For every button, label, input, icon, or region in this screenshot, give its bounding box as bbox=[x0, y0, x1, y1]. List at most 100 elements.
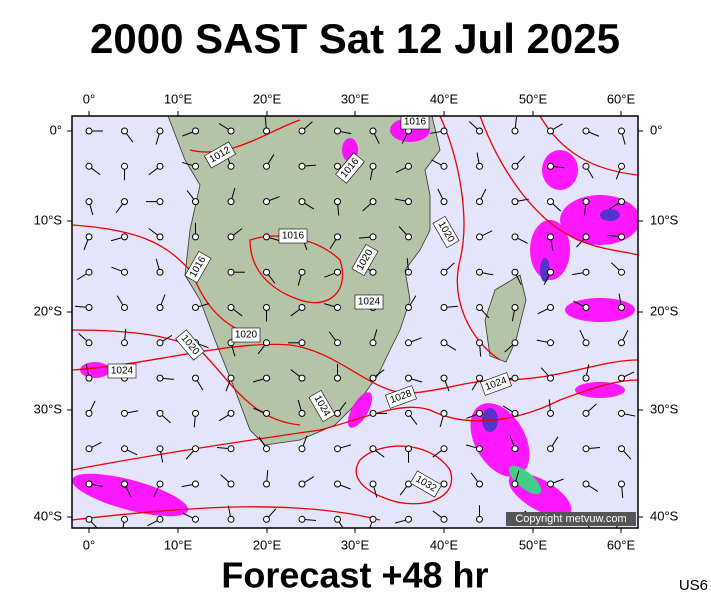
barb-station bbox=[547, 233, 554, 241]
barb-station bbox=[85, 198, 93, 206]
barb-station bbox=[121, 480, 128, 488]
barb-station bbox=[227, 233, 235, 241]
isobars bbox=[72, 116, 638, 521]
barb-station bbox=[156, 268, 164, 276]
isobar-label: 1020 bbox=[231, 327, 261, 343]
barb-station bbox=[405, 268, 412, 276]
barb-station bbox=[582, 233, 590, 241]
lon-label-bottom: 0° bbox=[83, 537, 95, 552]
barb-station bbox=[582, 198, 590, 206]
barb-station bbox=[511, 198, 519, 206]
lat-label-right: 20°S bbox=[650, 303, 679, 318]
barb-station bbox=[618, 233, 625, 241]
barb-station bbox=[263, 445, 270, 453]
barb-station bbox=[618, 445, 625, 453]
barb-station bbox=[121, 339, 128, 347]
barb-station bbox=[334, 268, 341, 276]
barb-station bbox=[476, 198, 483, 206]
barb-station bbox=[476, 233, 483, 241]
barb-station bbox=[547, 162, 554, 170]
isobar-label-box bbox=[335, 152, 365, 184]
barb-station bbox=[440, 304, 448, 311]
barb-station bbox=[582, 268, 590, 276]
isobar-label-box bbox=[203, 141, 237, 169]
barb-station bbox=[298, 409, 306, 417]
barb-station bbox=[582, 374, 590, 382]
isobar-label: 1024 bbox=[354, 294, 384, 310]
barb-station bbox=[440, 480, 448, 488]
barb-station bbox=[405, 374, 412, 382]
barb-station bbox=[192, 480, 199, 488]
barb-station bbox=[156, 480, 164, 488]
barb-station bbox=[192, 162, 199, 170]
barb-station bbox=[121, 162, 128, 170]
barb-station bbox=[405, 480, 412, 488]
isobar-label-box bbox=[231, 327, 261, 343]
barb-station bbox=[298, 515, 306, 523]
barb-station bbox=[334, 374, 341, 382]
barb-station bbox=[618, 127, 625, 135]
barb-station bbox=[85, 162, 93, 170]
barb-station bbox=[85, 480, 93, 488]
barb-station bbox=[511, 374, 519, 382]
barb-station bbox=[298, 339, 306, 347]
barb-station bbox=[192, 233, 199, 241]
barb-station bbox=[156, 374, 164, 382]
barb-station bbox=[369, 127, 377, 135]
barb-station bbox=[405, 409, 412, 417]
barb-station bbox=[511, 162, 519, 170]
barb-station bbox=[511, 233, 519, 241]
barb-station bbox=[85, 268, 93, 276]
barb-station bbox=[263, 374, 270, 382]
barb-station bbox=[369, 339, 377, 347]
barb-station bbox=[547, 127, 554, 135]
barb-station bbox=[334, 409, 341, 417]
lon-label-top: 10°E bbox=[164, 91, 193, 106]
barb-station bbox=[334, 304, 341, 311]
barb-station bbox=[440, 445, 448, 453]
barb-station bbox=[192, 198, 199, 206]
barb-station bbox=[334, 127, 341, 135]
barb-station bbox=[121, 515, 128, 523]
barb-station bbox=[476, 445, 483, 453]
isobar-label-text: 1016 bbox=[404, 117, 427, 128]
barb-station bbox=[582, 480, 590, 488]
barb-station bbox=[547, 304, 554, 311]
barb-station bbox=[369, 198, 377, 206]
isobar-label: 1016 bbox=[400, 116, 430, 130]
barb-station bbox=[156, 304, 164, 311]
barb-station bbox=[85, 409, 93, 417]
barb-station bbox=[263, 233, 270, 241]
barb-station bbox=[334, 515, 341, 523]
lon-label-top: 30°E bbox=[341, 91, 370, 106]
barb-station bbox=[298, 304, 306, 311]
isobar-label-text: 1024 bbox=[358, 297, 381, 308]
barb-station bbox=[227, 374, 235, 382]
barb-station bbox=[156, 515, 164, 523]
barb-station bbox=[369, 268, 377, 276]
barb-station bbox=[405, 304, 412, 311]
barb-station bbox=[618, 374, 625, 382]
isobar-label-box bbox=[432, 215, 460, 249]
barb-station bbox=[440, 374, 448, 382]
copyright: Copyright metvuw.com bbox=[515, 513, 626, 525]
barb-station bbox=[156, 445, 164, 453]
barb-station bbox=[192, 409, 199, 417]
barb-station bbox=[511, 445, 519, 453]
isobar-label: 1024 bbox=[107, 363, 137, 379]
barb-station bbox=[440, 339, 448, 347]
barb-station bbox=[618, 480, 625, 488]
barb-station bbox=[618, 339, 625, 347]
lon-label-bottom: 60°E bbox=[607, 537, 636, 552]
isobar-label-box bbox=[409, 470, 443, 498]
barb-station bbox=[476, 480, 483, 488]
barb-station bbox=[476, 409, 483, 417]
barb-station bbox=[547, 339, 554, 347]
lat-label-right: 10°S bbox=[650, 212, 679, 227]
barb-station bbox=[440, 268, 448, 276]
barb-station bbox=[369, 515, 377, 523]
barb-station bbox=[582, 339, 590, 347]
barb-station bbox=[121, 268, 128, 276]
lon-label-top: 60°E bbox=[607, 91, 636, 106]
